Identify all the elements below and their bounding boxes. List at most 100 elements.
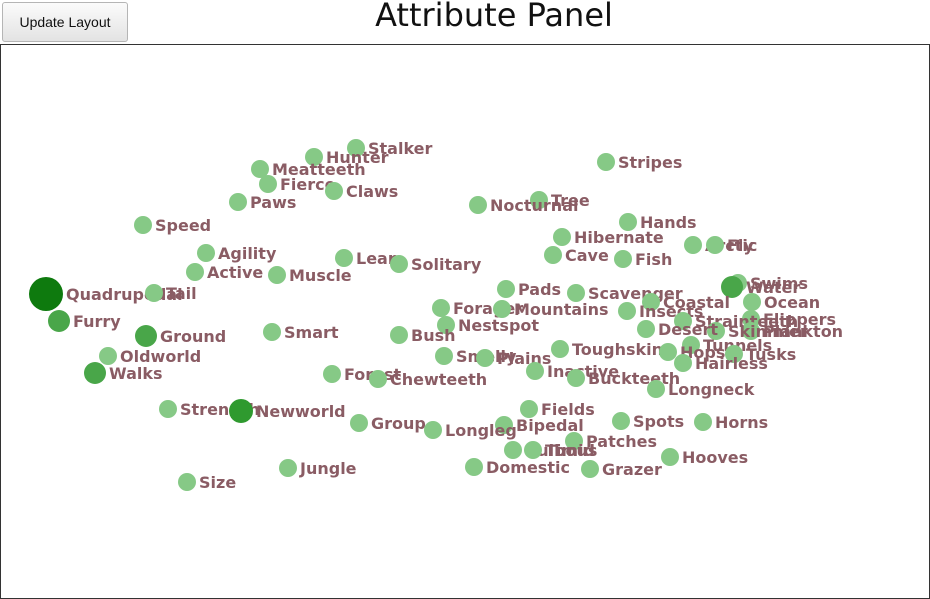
- attribute-node-tusks[interactable]: Tusks: [725, 345, 796, 364]
- attribute-node-muscle[interactable]: Muscle: [268, 266, 352, 285]
- attribute-node-furry[interactable]: Furry: [48, 310, 121, 332]
- attribute-node-marker[interactable]: [619, 213, 637, 231]
- attribute-node-hunter[interactable]: Hunter: [305, 148, 389, 167]
- attribute-node-marker[interactable]: [674, 354, 692, 372]
- attribute-node-bush[interactable]: Bush: [390, 326, 456, 345]
- attribute-node-agility[interactable]: Agility: [197, 244, 277, 263]
- attribute-node-marker[interactable]: [674, 312, 692, 330]
- attribute-node-marker[interactable]: [259, 175, 277, 193]
- attribute-node-bipedal[interactable]: Bipedal: [495, 416, 584, 435]
- attribute-node-cave[interactable]: Cave: [544, 246, 609, 265]
- attribute-node-lean[interactable]: Lean: [335, 249, 399, 268]
- attribute-node-fields[interactable]: Fields: [520, 400, 595, 419]
- attribute-node-plankton[interactable]: Plankton: [742, 322, 843, 341]
- attribute-node-inactive[interactable]: Inactive: [526, 362, 619, 381]
- attribute-node-marker[interactable]: [544, 246, 562, 264]
- attribute-node-marker[interactable]: [707, 322, 725, 340]
- attribute-node-marker[interactable]: [186, 263, 204, 281]
- attribute-node-pads[interactable]: Pads: [497, 280, 561, 299]
- attribute-node-nestspot[interactable]: Nestspot: [437, 316, 539, 335]
- attribute-node-fly[interactable]: Fly: [706, 236, 754, 255]
- attribute-node-horns[interactable]: Horns: [694, 413, 768, 432]
- attribute-node-chewteeth[interactable]: Chewteeth: [369, 370, 487, 389]
- attribute-node-marker[interactable]: [197, 244, 215, 262]
- attribute-node-marker[interactable]: [524, 441, 542, 459]
- attribute-node-marker[interactable]: [743, 293, 761, 311]
- attribute-node-marker[interactable]: [493, 300, 511, 318]
- attribute-node-marker[interactable]: [637, 320, 655, 338]
- attribute-node-marker[interactable]: [504, 441, 522, 459]
- attribute-node-marker[interactable]: [706, 236, 724, 254]
- attribute-node-fish[interactable]: Fish: [614, 250, 672, 269]
- attribute-node-marker[interactable]: [279, 459, 297, 477]
- attribute-node-smart[interactable]: Smart: [263, 323, 339, 342]
- attribute-node-marker[interactable]: [530, 191, 548, 209]
- attribute-node-oldworld[interactable]: Oldworld: [99, 347, 201, 366]
- attribute-node-hairless[interactable]: Hairless: [674, 354, 768, 373]
- attribute-node-marker[interactable]: [618, 302, 636, 320]
- attribute-node-water[interactable]: Water: [721, 276, 800, 298]
- attribute-node-active[interactable]: Active: [186, 263, 263, 282]
- attribute-node-marker[interactable]: [476, 349, 494, 367]
- attribute-node-hands[interactable]: Hands: [619, 213, 697, 232]
- attribute-node-grazer[interactable]: Grazer: [581, 460, 662, 479]
- attribute-node-tail[interactable]: Tail: [145, 284, 197, 303]
- attribute-node-marker[interactable]: [323, 365, 341, 383]
- attribute-node-marker[interactable]: [145, 284, 163, 302]
- attribute-node-bulbous[interactable]: Bulbous: [504, 441, 597, 460]
- attribute-node-ocean[interactable]: Ocean: [743, 293, 820, 312]
- attribute-node-marker[interactable]: [526, 362, 544, 380]
- attribute-node-marker[interactable]: [742, 322, 760, 340]
- attribute-node-marker[interactable]: [229, 193, 247, 211]
- attribute-node-marker[interactable]: [647, 380, 665, 398]
- attribute-node-hibernate[interactable]: Hibernate: [553, 228, 664, 247]
- attribute-node-marker[interactable]: [347, 139, 365, 157]
- attribute-node-marker[interactable]: [721, 276, 743, 298]
- attribute-node-marker[interactable]: [725, 345, 743, 363]
- attribute-node-skimmer[interactable]: Skimmer: [707, 322, 808, 341]
- attribute-node-marker[interactable]: [135, 325, 157, 347]
- attribute-node-marker[interactable]: [551, 340, 569, 358]
- update-layout-button[interactable]: Update Layout: [2, 2, 128, 42]
- attribute-node-marker[interactable]: [134, 216, 152, 234]
- attribute-node-paws[interactable]: Paws: [229, 193, 296, 212]
- attribute-node-fierce[interactable]: Fierce: [259, 175, 336, 194]
- attribute-node-marker[interactable]: [424, 421, 442, 439]
- attribute-node-marker[interactable]: [437, 316, 455, 334]
- attribute-node-stalker[interactable]: Stalker: [347, 139, 433, 158]
- attribute-node-hops[interactable]: Hops: [659, 343, 725, 362]
- attribute-node-toughskin[interactable]: Toughskin: [551, 340, 663, 359]
- attribute-node-marker[interactable]: [684, 236, 702, 254]
- attribute-node-marker[interactable]: [661, 448, 679, 466]
- attribute-node-marker[interactable]: [553, 228, 571, 246]
- attribute-node-hooves[interactable]: Hooves: [661, 448, 748, 467]
- attribute-node-marker[interactable]: [84, 362, 106, 384]
- attribute-node-marker[interactable]: [48, 310, 70, 332]
- attribute-node-marker[interactable]: [335, 249, 353, 267]
- attribute-node-marker[interactable]: [565, 432, 583, 450]
- attribute-node-marker[interactable]: [435, 347, 453, 365]
- attribute-node-nocturnal[interactable]: Nocturnal: [469, 196, 578, 215]
- attribute-node-stripes[interactable]: Stripes: [597, 153, 682, 172]
- attribute-node-marker[interactable]: [369, 370, 387, 388]
- attribute-node-marker[interactable]: [99, 347, 117, 365]
- attribute-node-patches[interactable]: Patches: [565, 432, 657, 451]
- attribute-node-tree[interactable]: Tree: [530, 191, 590, 210]
- attribute-node-marker[interactable]: [497, 280, 515, 298]
- attribute-node-marker[interactable]: [263, 323, 281, 341]
- attribute-node-longleg[interactable]: Longleg: [424, 421, 517, 440]
- attribute-node-marker[interactable]: [390, 255, 408, 273]
- attribute-node-desert[interactable]: Desert: [637, 320, 718, 339]
- attribute-node-marker[interactable]: [305, 148, 323, 166]
- attribute-node-marker[interactable]: [251, 160, 269, 178]
- attribute-node-marker[interactable]: [520, 400, 538, 418]
- attribute-node-coastal[interactable]: Coastal: [642, 293, 730, 312]
- attribute-node-walks[interactable]: Walks: [84, 362, 163, 384]
- attribute-node-longneck[interactable]: Longneck: [647, 380, 755, 399]
- attribute-node-group[interactable]: Group: [350, 414, 426, 433]
- attribute-node-marker[interactable]: [229, 399, 253, 423]
- attribute-node-marker[interactable]: [694, 413, 712, 431]
- attribute-node-meatteeth[interactable]: Meatteeth: [251, 160, 366, 179]
- attribute-node-marker[interactable]: [597, 153, 615, 171]
- attribute-node-marker[interactable]: [390, 326, 408, 344]
